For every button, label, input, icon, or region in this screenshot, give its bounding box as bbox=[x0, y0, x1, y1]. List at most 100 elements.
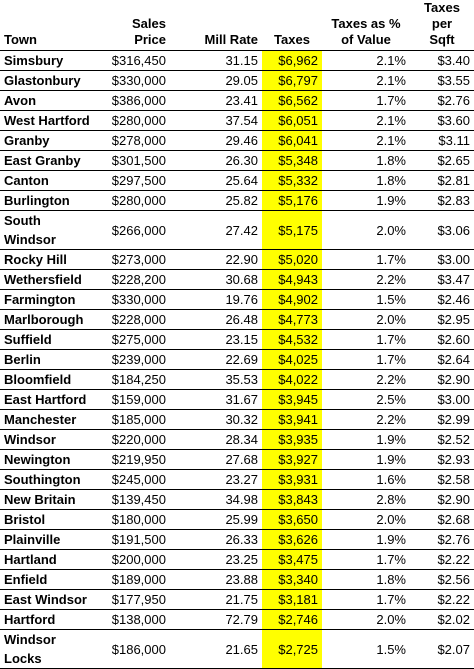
mill-rate-cell: 28.34 bbox=[170, 429, 262, 450]
town-cell: Manchester bbox=[0, 409, 98, 430]
taxes-pct-cell: 2.2% bbox=[322, 269, 410, 290]
sales-price-cell: $316,450 bbox=[98, 50, 170, 71]
mill-rate-cell: 27.68 bbox=[170, 449, 262, 470]
table-row: East Hartford $159,000 31.67 $3,945 2.5% $3.0… bbox=[0, 389, 474, 410]
taxes-sqft-cell: $2.93 bbox=[410, 449, 474, 470]
taxes-pct-cell: 2.2% bbox=[322, 409, 410, 430]
taxes-pct-cell: 2.0% bbox=[322, 309, 410, 330]
town-cell: Southington bbox=[0, 469, 98, 490]
sales-price-cell: $275,000 bbox=[98, 329, 170, 350]
taxes-pct-cell: 1.8% bbox=[322, 569, 410, 590]
town-cell: South Windsor bbox=[0, 210, 98, 250]
town-cell: Windsor Locks bbox=[0, 629, 98, 669]
header-mill-rate: Mill Rate bbox=[170, 0, 262, 51]
town-cell: East Granby bbox=[0, 150, 98, 171]
table-row: Windsor $220,000 28.34 $3,935 1.9% $2.52 bbox=[0, 429, 474, 450]
taxes-cell: $5,332 bbox=[262, 170, 322, 191]
taxes-pct-cell: 2.1% bbox=[322, 110, 410, 131]
sales-price-cell: $139,450 bbox=[98, 489, 170, 510]
sales-price-cell: $280,000 bbox=[98, 110, 170, 131]
table-row: West Hartford $280,000 37.54 $6,051 2.1% $3.6… bbox=[0, 110, 474, 131]
table-row: Simsbury $316,450 31.15 $6,962 2.1% $3.40 bbox=[0, 50, 474, 71]
table-row: Windsor Locks $186,000 21.65 $2,725 1.5% $2.0… bbox=[0, 629, 474, 669]
sales-price-cell: $189,000 bbox=[98, 569, 170, 590]
sales-price-cell: $278,000 bbox=[98, 130, 170, 151]
town-cell: Farmington bbox=[0, 289, 98, 310]
table-row: Newington $219,950 27.68 $3,927 1.9% $2.93 bbox=[0, 449, 474, 470]
taxes-cell: $3,935 bbox=[262, 429, 322, 450]
taxes-pct-cell: 2.0% bbox=[322, 609, 410, 630]
town-cell: Plainville bbox=[0, 529, 98, 550]
header-taxes-pct-line2: of Value bbox=[341, 32, 391, 47]
town-cell: Berlin bbox=[0, 349, 98, 370]
taxes-cell: $3,931 bbox=[262, 469, 322, 490]
header-town: Town bbox=[0, 0, 98, 51]
table-row: Burlington $280,000 25.82 $5,176 1.9% $2.83 bbox=[0, 190, 474, 211]
mill-rate-cell: 23.88 bbox=[170, 569, 262, 590]
taxes-sqft-cell: $2.07 bbox=[410, 629, 474, 669]
town-cell: Suffield bbox=[0, 329, 98, 350]
taxes-pct-cell: 2.5% bbox=[322, 389, 410, 410]
taxes-pct-cell: 1.7% bbox=[322, 249, 410, 270]
sales-price-cell: $301,500 bbox=[98, 150, 170, 171]
taxes-cell: $5,175 bbox=[262, 210, 322, 250]
town-cell: Simsbury bbox=[0, 50, 98, 71]
table-row: Bloomfield $184,250 35.53 $4,022 2.2% $2.90 bbox=[0, 369, 474, 390]
taxes-cell: $5,176 bbox=[262, 190, 322, 211]
taxes-sqft-cell: $3.11 bbox=[410, 130, 474, 151]
town-cell: Hartland bbox=[0, 549, 98, 570]
taxes-pct-cell: 1.9% bbox=[322, 449, 410, 470]
table-row: Plainville $191,500 26.33 $3,626 1.9% $2.76 bbox=[0, 529, 474, 550]
town-cell: Bloomfield bbox=[0, 369, 98, 390]
taxes-cell: $3,927 bbox=[262, 449, 322, 470]
mill-rate-cell: 29.46 bbox=[170, 130, 262, 151]
sales-price-cell: $330,000 bbox=[98, 289, 170, 310]
mill-rate-cell: 23.15 bbox=[170, 329, 262, 350]
town-cell: Marlborough bbox=[0, 309, 98, 330]
taxes-pct-cell: 2.8% bbox=[322, 489, 410, 510]
taxes-pct-cell: 2.1% bbox=[322, 70, 410, 91]
mill-rate-cell: 25.99 bbox=[170, 509, 262, 530]
mill-rate-cell: 19.76 bbox=[170, 289, 262, 310]
taxes-pct-cell: 1.9% bbox=[322, 429, 410, 450]
taxes-sqft-cell: $2.56 bbox=[410, 569, 474, 590]
sales-price-cell: $280,000 bbox=[98, 190, 170, 211]
table-row: Hartland $200,000 23.25 $3,475 1.7% $2.22 bbox=[0, 549, 474, 570]
sales-price-cell: $159,000 bbox=[98, 389, 170, 410]
table-header: Town Sales Price Mill Rate Taxes Taxes a… bbox=[0, 0, 474, 51]
taxes-sqft-cell: $2.76 bbox=[410, 90, 474, 111]
sales-price-cell: $177,950 bbox=[98, 589, 170, 610]
town-cell: New Britain bbox=[0, 489, 98, 510]
taxes-sqft-cell: $2.65 bbox=[410, 150, 474, 171]
town-cell: East Hartford bbox=[0, 389, 98, 410]
sales-price-cell: $138,000 bbox=[98, 609, 170, 630]
mill-rate-cell: 34.98 bbox=[170, 489, 262, 510]
table-row: Rocky Hill $273,000 22.90 $5,020 1.7% $3.00 bbox=[0, 249, 474, 270]
taxes-sqft-cell: $2.81 bbox=[410, 170, 474, 191]
taxes-sqft-cell: $2.46 bbox=[410, 289, 474, 310]
taxes-sqft-cell: $3.06 bbox=[410, 210, 474, 250]
taxes-sqft-cell: $2.22 bbox=[410, 589, 474, 610]
mill-rate-cell: 25.82 bbox=[170, 190, 262, 211]
header-taxes-sqft-line1: Taxes per bbox=[424, 0, 460, 31]
sales-price-cell: $330,000 bbox=[98, 70, 170, 91]
taxes-sqft-cell: $2.02 bbox=[410, 609, 474, 630]
sales-price-cell: $219,950 bbox=[98, 449, 170, 470]
taxes-pct-cell: 1.7% bbox=[322, 589, 410, 610]
town-cell: Glastonbury bbox=[0, 70, 98, 91]
mill-rate-cell: 23.27 bbox=[170, 469, 262, 490]
taxes-sqft-cell: $2.68 bbox=[410, 509, 474, 530]
taxes-cell: $6,562 bbox=[262, 90, 322, 111]
taxes-pct-cell: 2.0% bbox=[322, 210, 410, 250]
town-cell: Canton bbox=[0, 170, 98, 191]
town-cell: Wethersfield bbox=[0, 269, 98, 290]
town-cell: Burlington bbox=[0, 190, 98, 211]
town-cell: Newington bbox=[0, 449, 98, 470]
header-row: Town Sales Price Mill Rate Taxes Taxes a… bbox=[0, 0, 474, 51]
header-sales-price: Sales Price bbox=[98, 0, 170, 51]
taxes-cell: $2,746 bbox=[262, 609, 322, 630]
table-row: Manchester $185,000 30.32 $3,941 2.2% $2.99 bbox=[0, 409, 474, 430]
taxes-pct-cell: 1.7% bbox=[322, 549, 410, 570]
town-cell: Hartford bbox=[0, 609, 98, 630]
header-taxes-per-sqft: Taxes per Sqft bbox=[410, 0, 474, 51]
